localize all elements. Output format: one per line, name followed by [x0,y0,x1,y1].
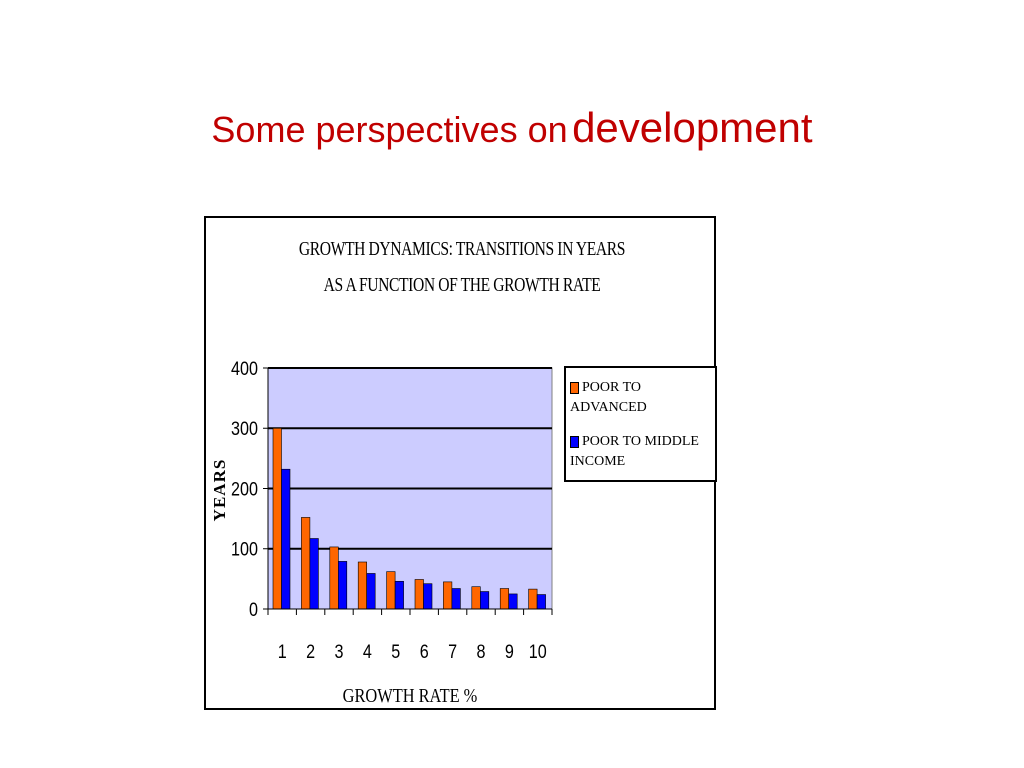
x-tick-label: 8 [477,641,486,663]
x-tick-label: 10 [529,641,547,663]
chart-title-line2: AS A FUNCTION OF THE GROWTH RATE [323,274,601,296]
bar-poor-to-middle-income [536,594,546,610]
legend: POOR TO ADVANCED POOR TO MIDDLE INCOME [564,366,717,482]
x-axis-label: GROWTH RATE % [343,685,478,707]
legend-item-series1: POOR TO ADVANCED [570,378,715,418]
y-axis-label: YEARS [210,459,229,522]
bar-chart: 0 100 200 300 400 1 2 3 4 5 6 7 8 9 10 YEARS GROWTH R… [210,358,553,707]
bars [272,427,546,610]
bar-poor-to-advanced [272,427,282,610]
bar-poor-to-middle-income [423,583,433,610]
x-tick-label: 5 [391,641,400,663]
bar-poor-to-advanced [357,561,367,610]
y-tick-label: 0 [249,599,258,621]
bar-poor-to-middle-income [451,588,461,610]
bar-poor-to-advanced [528,588,538,610]
x-tick-label: 6 [420,641,429,663]
y-tick-label: 300 [231,418,258,440]
x-tick-label: 9 [505,641,514,663]
y-tick-labels: 0 100 200 300 400 [231,358,258,621]
bar-poor-to-middle-income [309,538,319,610]
bar-poor-to-middle-income [338,561,348,610]
bar-poor-to-advanced [443,581,453,610]
bar-poor-to-middle-income [366,573,376,610]
legend-label-series2: POOR TO MIDDLE INCOME [570,434,699,470]
bar-poor-to-middle-income [281,468,291,610]
legend-label-series1: POOR TO ADVANCED [570,380,647,416]
bar-poor-to-advanced [471,586,481,610]
x-tick-label: 3 [335,641,344,663]
legend-item-series2: POOR TO MIDDLE INCOME [570,432,699,472]
bar-poor-to-advanced [414,579,424,610]
x-tick-label: 7 [448,641,457,663]
x-tick-label: 2 [306,641,315,663]
bar-poor-to-middle-income [479,591,490,610]
bar-poor-to-advanced [499,588,510,610]
x-tick-labels: 1 2 3 4 5 6 7 8 9 10 [278,641,547,663]
y-tick-label: 100 [231,539,258,561]
legend-swatch-series2 [570,436,579,448]
bar-poor-to-advanced [301,517,311,610]
x-tick-label: 1 [278,641,287,663]
bar-poor-to-advanced [386,571,396,610]
bar-poor-to-advanced [329,546,339,610]
slide-title-part2: development [572,104,813,151]
y-tick-label: 200 [231,478,258,500]
chart-frame: GROWTH DYNAMICS: TRANSITIONS IN YEARS AS… [204,216,717,710]
chart-title-line1: GROWTH DYNAMICS: TRANSITIONS IN YEARS [298,238,626,260]
x-tick-label: 4 [363,641,372,663]
axes [263,367,553,615]
slide-title-part1: Some perspectives on [211,109,568,150]
slide-title: Some perspectives on development [0,104,1024,152]
bar-poor-to-middle-income [394,580,404,610]
legend-swatch-series1 [570,382,579,394]
y-tick-label: 400 [231,358,258,380]
bar-poor-to-middle-income [508,593,518,610]
